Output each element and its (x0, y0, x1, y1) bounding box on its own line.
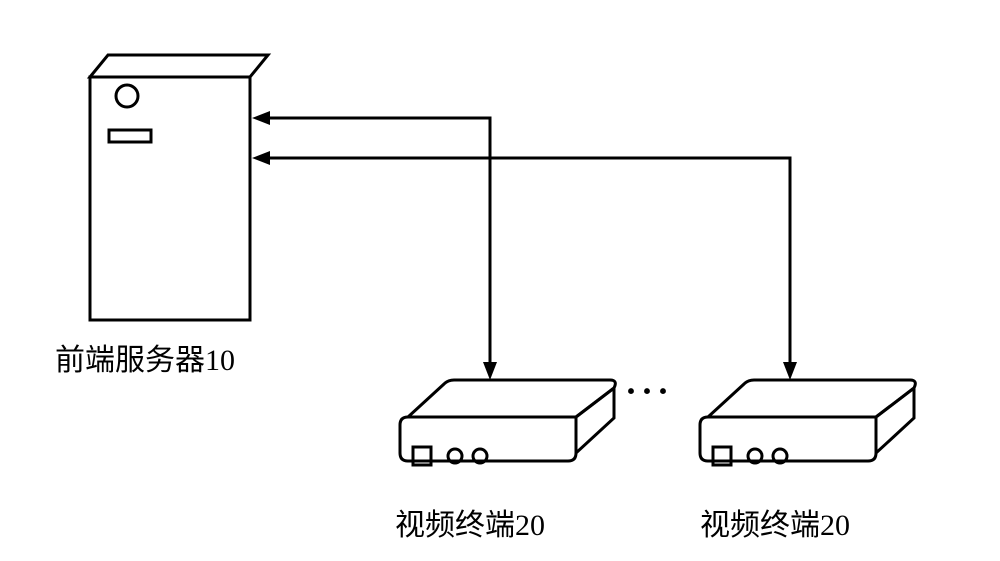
arrow-1 (252, 111, 497, 380)
terminal-2-icon (700, 380, 915, 465)
terminal-1-icon (400, 380, 615, 465)
ellipsis: ··· (625, 370, 673, 412)
terminal-1-label: 视频终端20 (395, 500, 545, 544)
terminal-2-label: 视频终端20 (700, 500, 850, 544)
server-icon (90, 55, 268, 320)
diagram-canvas (0, 0, 1000, 561)
arrow-2 (252, 151, 797, 380)
server-label: 前端服务器10 (55, 335, 235, 379)
